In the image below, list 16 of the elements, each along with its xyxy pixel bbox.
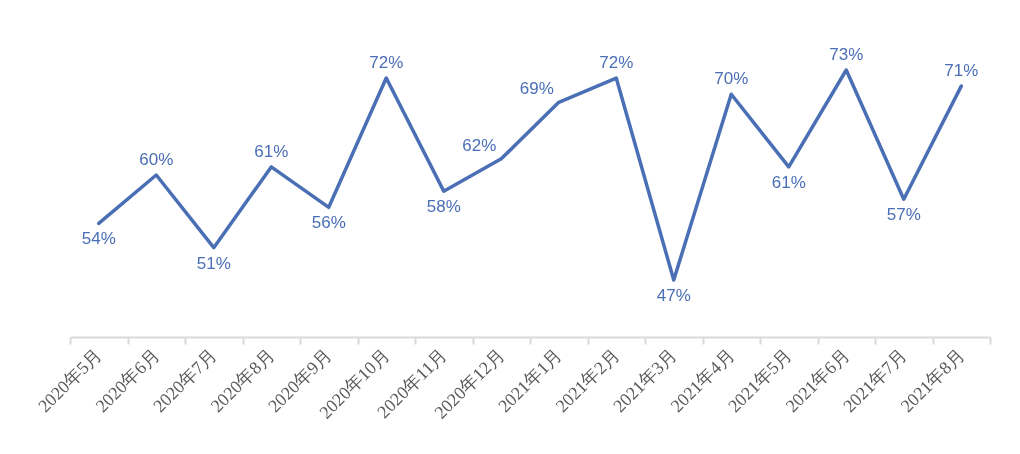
data-label: 56% [311, 213, 346, 233]
data-label: 62% [462, 135, 497, 155]
data-label: 71% [944, 61, 979, 81]
data-label: 73% [829, 45, 864, 64]
data-label: 70% [714, 69, 749, 89]
data-label: 60% [139, 150, 174, 169]
data-label: 61% [771, 172, 806, 192]
data-label: 57% [886, 205, 921, 225]
data-label: 58% [426, 197, 461, 217]
data-label: 72% [599, 53, 634, 73]
data-label: 72% [369, 53, 404, 73]
data-label: 51% [196, 253, 231, 273]
data-label: 47% [656, 286, 691, 305]
data-label: 69% [519, 79, 554, 99]
data-label: 61% [254, 141, 289, 161]
data-label: 54% [81, 229, 116, 249]
